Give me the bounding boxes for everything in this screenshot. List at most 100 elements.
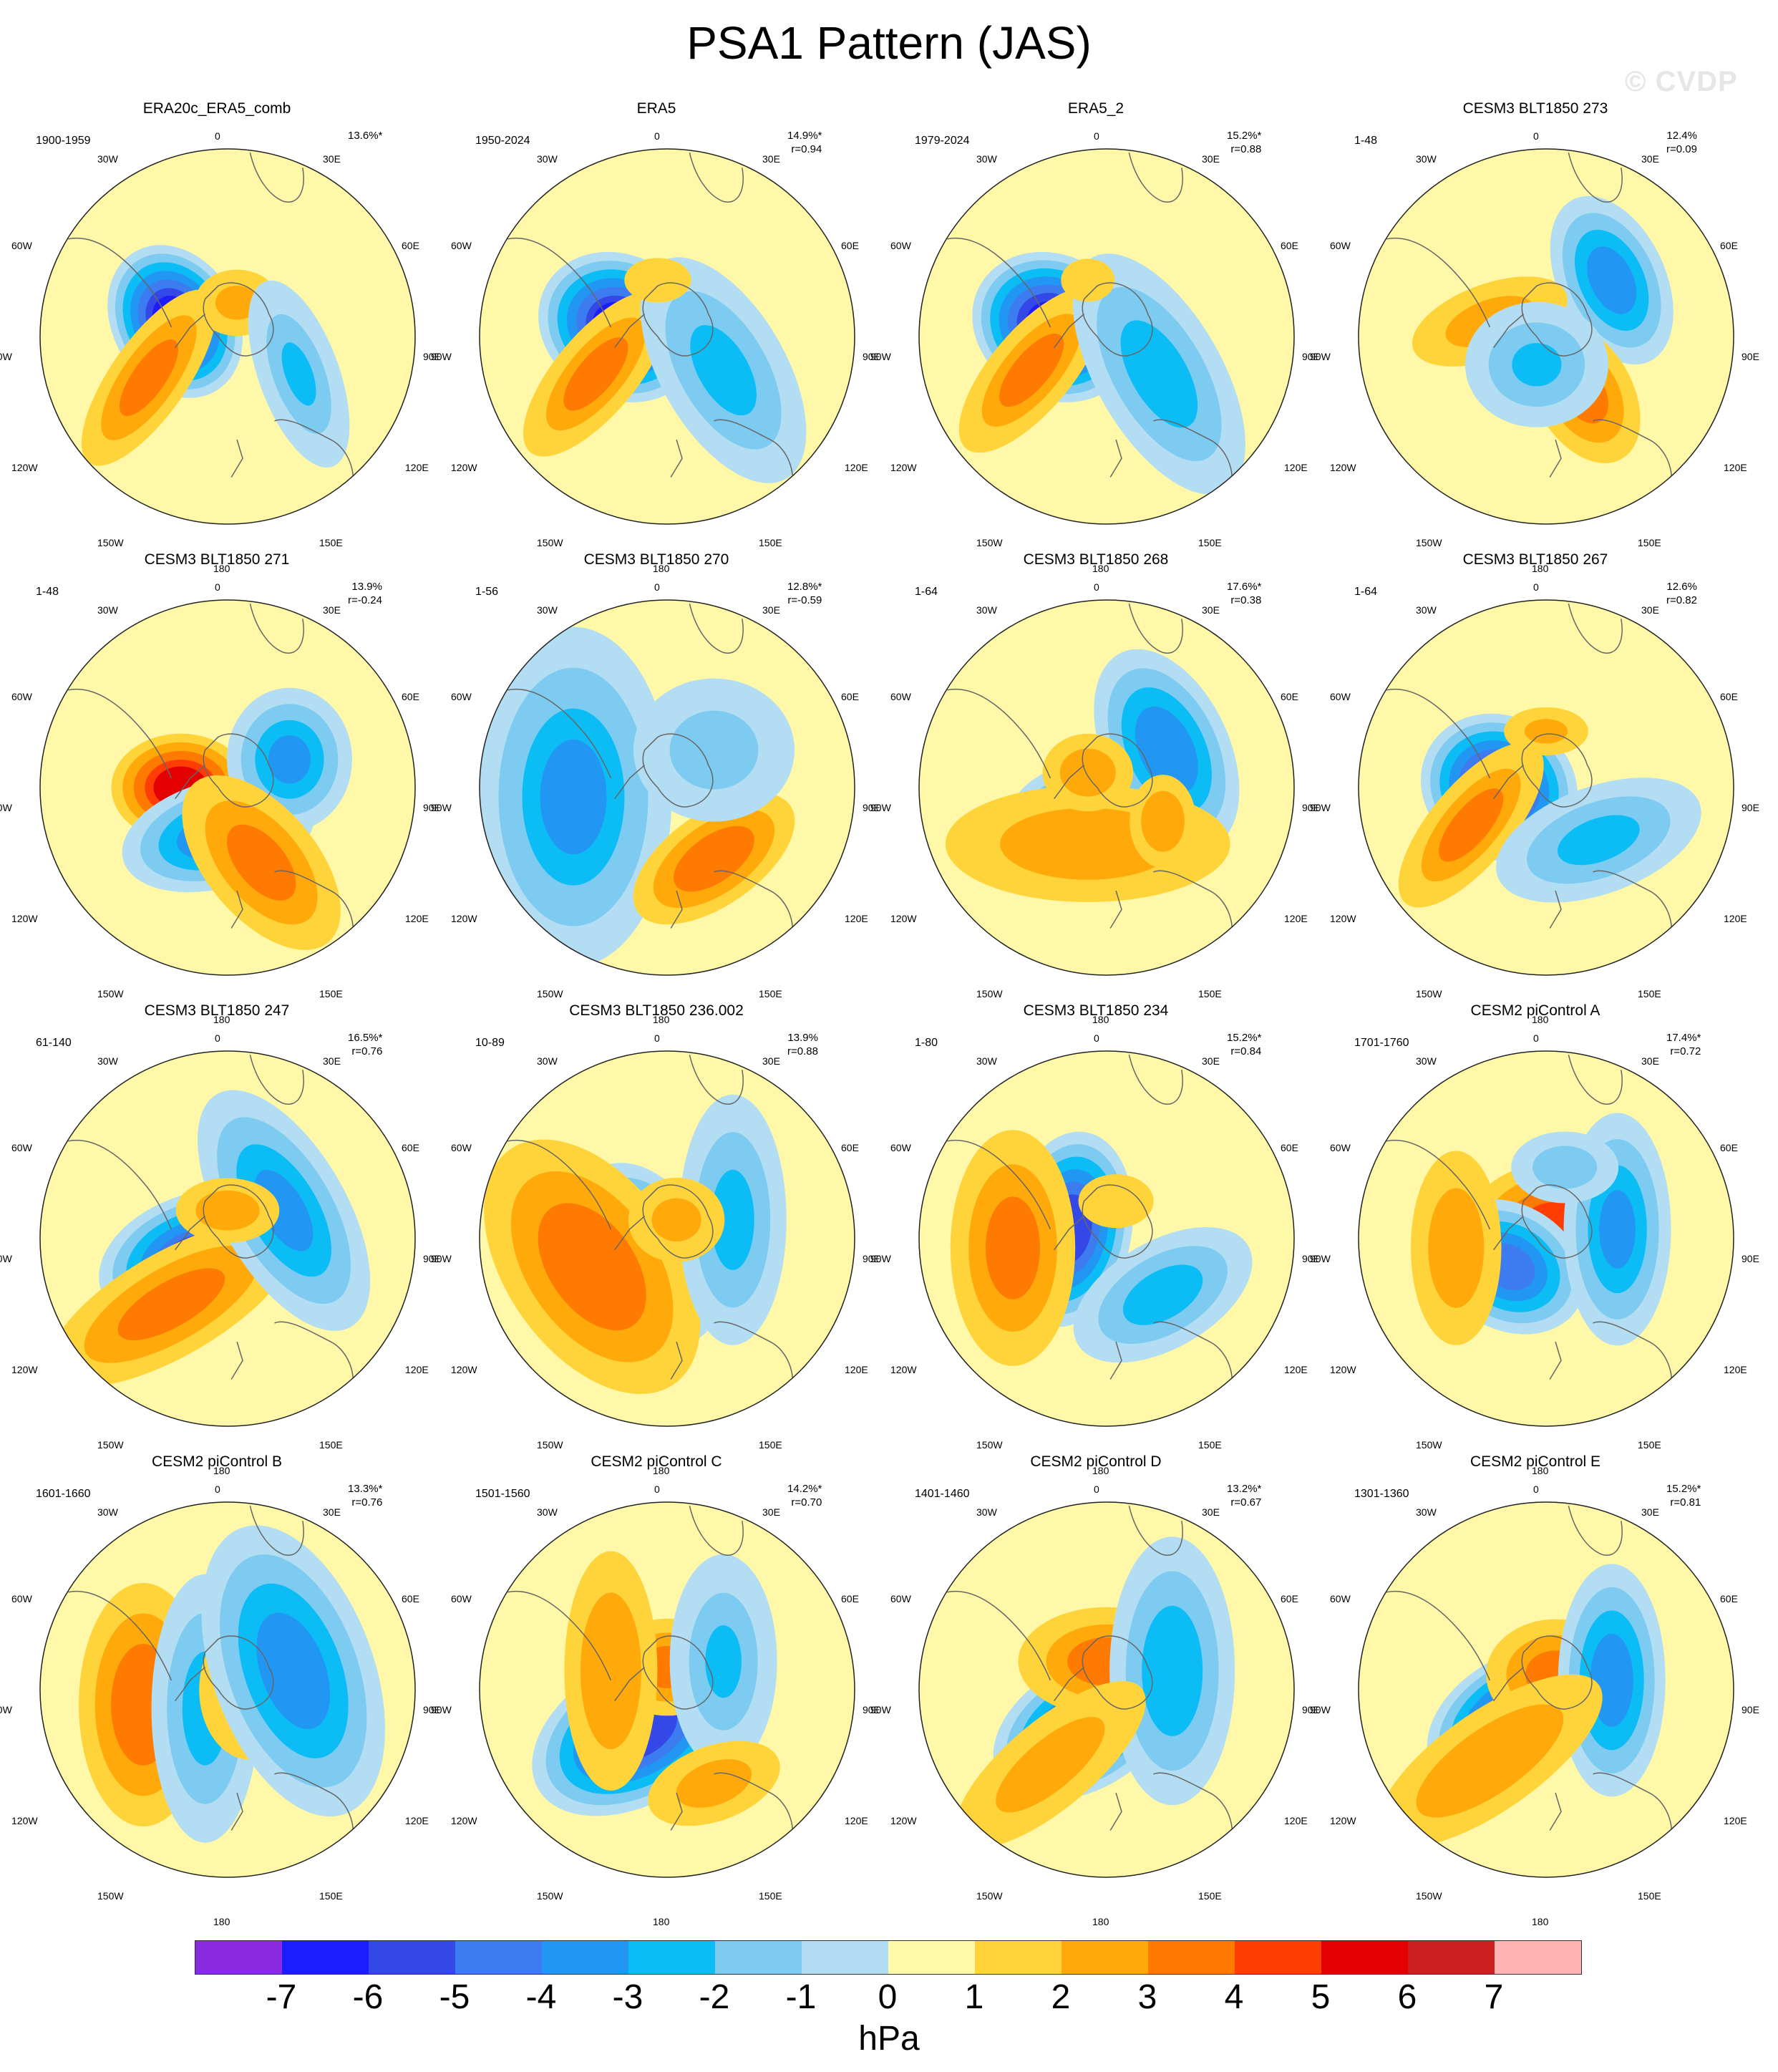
colorbar-swatch bbox=[1062, 1941, 1148, 1974]
colorbar-tick-label: 2 bbox=[1051, 1978, 1071, 2016]
colorbar-tick-label: -6 bbox=[352, 1978, 384, 2016]
longitude-label: 60E bbox=[841, 240, 859, 251]
coastline bbox=[203, 1184, 274, 1259]
panel-stats: 16.5%* r=0.76 bbox=[348, 1031, 382, 1058]
coastline bbox=[642, 1184, 714, 1259]
panel-title: CESM3 BLT1850 273 bbox=[1462, 100, 1608, 117]
longitude-label: 60W bbox=[1330, 1593, 1351, 1604]
longitude-label: 150W bbox=[976, 1439, 1003, 1451]
longitude-label: 120W bbox=[11, 1364, 38, 1375]
longitude-label: 0 bbox=[215, 130, 220, 142]
longitude-label: 120W bbox=[1330, 462, 1356, 473]
longitude-label: 60W bbox=[1330, 1142, 1351, 1153]
longitude-label: 150W bbox=[97, 1439, 124, 1451]
panel-period: 1900-1959 bbox=[36, 135, 91, 147]
longitude-label: 150W bbox=[1416, 1890, 1442, 1902]
map-boundary bbox=[1358, 148, 1734, 525]
longitude-label: 30E bbox=[323, 1506, 341, 1518]
colorbar-swatch bbox=[1235, 1941, 1321, 1974]
longitude-label: 120E bbox=[1724, 913, 1747, 924]
panel-correlation: r=0.72 bbox=[1670, 1045, 1701, 1057]
panel-stats: 12.6% r=0.82 bbox=[1666, 580, 1697, 607]
anomaly-contour bbox=[1142, 1605, 1203, 1736]
map-panel: CESM3 BLT1850 268 1-64 17.6%* r=0.38 0 30E 60E… bbox=[870, 551, 1320, 1025]
colorbar-swatch bbox=[628, 1941, 715, 1974]
panel-period: 1950-2024 bbox=[475, 135, 530, 147]
coastline bbox=[249, 153, 304, 203]
longitude-label: 30W bbox=[976, 1506, 997, 1518]
coastline bbox=[1082, 733, 1153, 808]
longitude-label: 120W bbox=[451, 462, 477, 473]
longitude-label: 60W bbox=[11, 1142, 32, 1153]
coastline bbox=[1386, 1139, 1491, 1230]
longitude-label: 90E bbox=[423, 802, 441, 813]
panel-correlation: r=-0.59 bbox=[787, 594, 822, 606]
panel-title: CESM3 BLT1850 270 bbox=[583, 551, 729, 568]
longitude-label: 60E bbox=[402, 1142, 419, 1153]
longitude-label: 120E bbox=[1724, 1815, 1747, 1826]
longitude-label: 30E bbox=[762, 1055, 780, 1067]
longitude-label: 150E bbox=[1198, 1439, 1222, 1451]
coastline bbox=[175, 765, 206, 800]
panel-title: ERA5_2 bbox=[1067, 100, 1124, 117]
anomaly-contour bbox=[711, 1169, 754, 1270]
colorbar-tick-label: 1 bbox=[964, 1978, 984, 2016]
coastline bbox=[1128, 1506, 1183, 1556]
anomaly-contour bbox=[580, 1592, 641, 1750]
map-panel: CESM3 BLT1850 267 1-64 12.6% r=0.82 0 30E 60E 9… bbox=[1310, 551, 1759, 1025]
colorbar-tick-label: -2 bbox=[699, 1978, 730, 2016]
longitude-label: 120E bbox=[845, 1364, 868, 1375]
longitude-label: 120E bbox=[405, 462, 429, 473]
colorbar-tick-label: 4 bbox=[1224, 1978, 1244, 2016]
anomaly-contour bbox=[281, 342, 316, 406]
panel-stats: 13.9% r=0.88 bbox=[787, 1031, 818, 1058]
longitude-label: 90W bbox=[1310, 351, 1331, 362]
anomaly-contour bbox=[669, 710, 759, 790]
coastline bbox=[507, 237, 612, 328]
coastline bbox=[614, 314, 646, 349]
colorbar-swatch bbox=[1495, 1941, 1581, 1974]
panel-period: 1-80 bbox=[915, 1037, 938, 1049]
panel-variance-pct: 12.8%* bbox=[787, 581, 822, 593]
longitude-label: 30W bbox=[976, 153, 997, 165]
anomaly-contour bbox=[1061, 258, 1115, 302]
polar-map bbox=[1358, 1501, 1734, 1878]
longitude-label: 0 bbox=[654, 130, 660, 142]
panel-variance-pct: 16.5%* bbox=[348, 1032, 383, 1044]
coastline bbox=[689, 604, 744, 654]
colorbar-tick-label: -1 bbox=[785, 1978, 817, 2016]
panel-title: CESM2 piControl E bbox=[1469, 1453, 1601, 1470]
longitude-label: 120W bbox=[890, 462, 917, 473]
polar-map bbox=[479, 148, 855, 525]
coastline bbox=[203, 1635, 274, 1710]
map-panel: CESM3 BLT1850 270 1-56 12.8%* r=-0.59 0 30E 60… bbox=[431, 551, 880, 1025]
longitude-label: 60W bbox=[890, 1593, 911, 1604]
longitude-label: 180 bbox=[653, 1465, 670, 1476]
panel-period: 1-64 bbox=[915, 586, 938, 598]
polar-map bbox=[479, 599, 855, 976]
longitude-label: 90E bbox=[863, 1704, 880, 1715]
coastline bbox=[1568, 604, 1623, 654]
longitude-label: 150E bbox=[1198, 988, 1222, 999]
coastline bbox=[1386, 1590, 1491, 1681]
longitude-label: 90E bbox=[1741, 1253, 1759, 1264]
anomaly-contour bbox=[1122, 1264, 1203, 1325]
coastline bbox=[175, 1667, 206, 1702]
longitude-label: 180 bbox=[1532, 1916, 1549, 1927]
coastline bbox=[642, 282, 714, 357]
panel-stats: 17.4%* r=0.72 bbox=[1666, 1031, 1701, 1058]
map-boundary bbox=[918, 1501, 1295, 1878]
panel-stats: 12.4% r=0.09 bbox=[1666, 129, 1697, 156]
coastline bbox=[642, 733, 714, 808]
anomaly-contour bbox=[1059, 748, 1116, 797]
coastline bbox=[68, 237, 173, 328]
anomaly-contour bbox=[226, 824, 296, 901]
colorbar-swatch bbox=[455, 1941, 542, 1974]
longitude-label: 60W bbox=[11, 240, 32, 251]
longitude-label: 90W bbox=[0, 1704, 12, 1715]
coastline bbox=[1082, 1635, 1153, 1710]
panel-variance-pct: 15.2%* bbox=[1227, 130, 1262, 142]
map-boundary bbox=[479, 148, 855, 525]
longitude-label: 180 bbox=[213, 1916, 230, 1927]
panel-correlation: r=0.70 bbox=[791, 1496, 822, 1509]
